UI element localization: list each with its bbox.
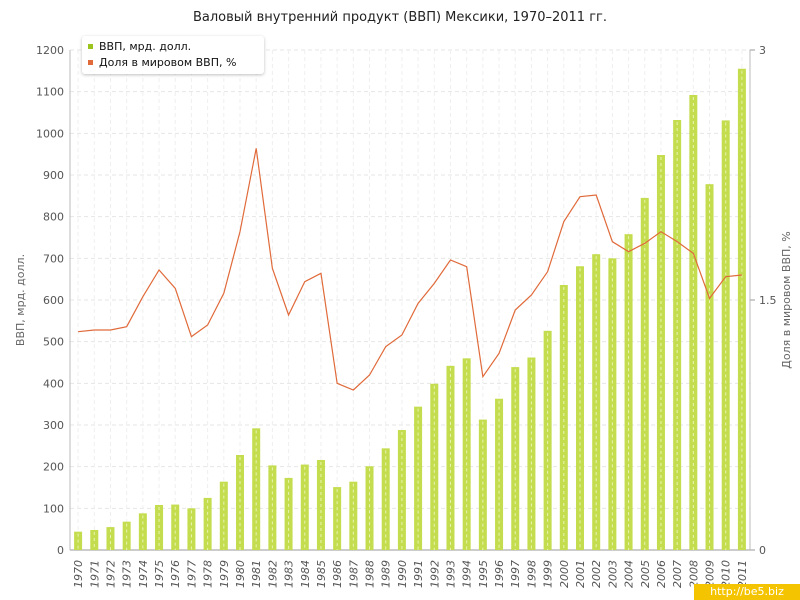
x-tick-label: 1970 [72,560,85,588]
legend-item-share[interactable]: Доля в мировом ВВП, % [88,54,258,70]
y-tick-label: 200 [43,461,64,474]
x-tick-label: 2011 [736,560,749,588]
y-tick-label: 1100 [36,86,64,99]
bar [737,68,746,550]
y2-axis-title: Доля в мировом ВВП, % [780,231,793,368]
y-axis-title: ВВП, мрд. долл. [14,254,27,346]
x-tick-label: 2006 [655,560,668,588]
x-tick-label: 1976 [169,560,182,588]
x-tick-label: 2007 [671,560,684,588]
bar [365,466,374,550]
bar [656,155,665,550]
bar [300,464,309,550]
x-tick-label: 1972 [104,560,117,588]
x-tick-label: 1991 [412,560,425,588]
x-tick-label: 2009 [704,560,717,588]
x-tick-label: 1971 [88,560,101,588]
x-tick-label: 2005 [639,560,652,588]
bar [462,358,471,550]
y2-tick-label: 0 [759,544,766,557]
x-tick-label: 1983 [283,560,296,588]
x-tick-label: 1985 [315,560,328,588]
bar [252,428,261,550]
x-tick-label: 2002 [590,560,603,588]
x-tick-label: 1989 [380,560,393,588]
x-tick-label: 1994 [461,560,474,588]
legend-label-gdp: ВВП, мрд. долл. [99,39,192,53]
bar [543,330,552,550]
y-tick-label: 300 [43,419,64,432]
x-tick-label: 1979 [218,560,231,588]
y-tick-label: 500 [43,336,64,349]
y2-tick-label: 1.5 [759,294,777,307]
y-tick-label: 400 [43,377,64,390]
bar [236,455,244,550]
x-tick-label: 1992 [428,560,441,588]
bar [397,430,406,550]
legend-item-gdp[interactable]: ВВП, мрд. долл. [88,38,258,54]
bar [106,527,115,550]
bar [414,406,423,550]
bar [284,477,293,550]
y-tick-label: 700 [43,252,64,265]
x-tick-label: 1974 [137,560,150,588]
bar [559,285,568,550]
x-tick-label: 1980 [234,560,247,588]
bar [478,419,487,550]
x-tick-label: 1973 [121,560,134,588]
x-tick-label: 2010 [720,560,733,588]
y-tick-label: 1000 [36,127,64,140]
bar [333,487,342,550]
y-tick-label: 800 [43,211,64,224]
bar [268,465,277,550]
legend: ВВП, мрд. долл. Доля в мировом ВВП, % [82,36,264,74]
y-tick-label: 1200 [36,44,64,57]
y-tick-label: 600 [43,294,64,307]
x-tick-label: 1978 [202,560,215,588]
x-tick-label: 1996 [493,560,506,588]
x-tick-label: 2001 [574,560,587,588]
x-tick-label: 2000 [558,560,571,588]
x-tick-label: 1988 [364,560,377,588]
legend-label-share: Доля в мировом ВВП, % [99,55,237,69]
line-series [78,148,742,391]
bar [430,383,439,550]
x-tick-label: 1998 [525,560,538,588]
x-tick-label: 1986 [331,560,344,588]
x-tick-label: 1987 [347,560,360,588]
bar [689,95,698,550]
x-tick-label: 1997 [509,560,522,588]
x-tick-label: 1977 [185,560,198,588]
x-tick-label: 1975 [153,560,166,588]
bar [608,258,617,550]
chart-title: Валовый внутренний продукт (ВВП) Мексики… [192,10,607,25]
x-tick-label: 1995 [477,560,490,588]
bar [624,234,633,550]
y-tick-label: 100 [43,502,64,515]
y2-tick-label: 3 [759,44,766,57]
x-tick-label: 2004 [623,560,636,588]
legend-swatch-share [88,59,93,65]
y-tick-label: 0 [57,544,64,557]
x-tick-label: 1999 [542,560,555,588]
x-tick-label: 1981 [250,560,263,588]
x-tick-label: 1990 [396,560,409,588]
bar [511,367,520,550]
bar [138,513,147,550]
y-tick-label: 900 [43,169,64,182]
x-tick-label: 2008 [687,560,700,588]
x-tick-label: 1984 [299,560,312,588]
x-tick-label: 2003 [606,560,619,588]
bar [527,357,536,550]
x-tick-label: 1993 [444,560,457,588]
legend-swatch-gdp [88,43,93,49]
x-tick-label: 1982 [266,560,279,588]
watermark: http://be5.biz [694,584,800,600]
